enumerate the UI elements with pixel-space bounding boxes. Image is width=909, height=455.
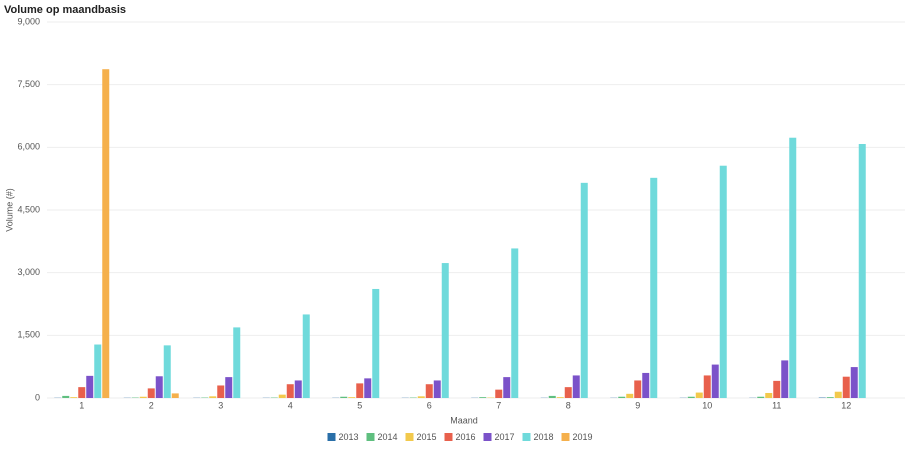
x-tick-label: 10 — [702, 400, 712, 410]
legend-label: 2015 — [417, 432, 437, 442]
bar — [650, 178, 657, 398]
x-tick-label: 12 — [841, 400, 851, 410]
bar — [773, 381, 780, 398]
bar — [225, 377, 232, 398]
bar — [148, 388, 155, 398]
bar — [581, 183, 588, 398]
bar — [642, 373, 649, 398]
bar — [835, 392, 842, 398]
legend-label: 2018 — [534, 432, 554, 442]
bar — [418, 396, 425, 398]
bar — [781, 360, 788, 398]
x-tick-label: 4 — [288, 400, 293, 410]
bar — [479, 397, 486, 398]
x-axis-label: Maand — [450, 415, 478, 425]
bar — [843, 377, 850, 398]
x-tick-label: 6 — [427, 400, 432, 410]
bar — [348, 397, 355, 398]
bar — [618, 397, 625, 398]
bar — [757, 397, 764, 398]
legend-swatch — [406, 433, 414, 441]
bar — [356, 383, 363, 398]
bar — [295, 380, 302, 398]
bar — [364, 378, 371, 398]
bar — [720, 166, 727, 398]
y-axis-label: Volume (#) — [4, 188, 14, 232]
bar — [851, 367, 858, 398]
legend-swatch — [523, 433, 531, 441]
y-tick-label: 6,000 — [17, 142, 40, 152]
bar — [94, 345, 101, 398]
bar — [86, 376, 93, 398]
y-tick-label: 3,000 — [17, 267, 40, 277]
legend-swatch — [367, 433, 375, 441]
bar — [503, 377, 510, 398]
bar — [156, 376, 163, 398]
bar — [372, 289, 379, 398]
bar — [78, 387, 85, 398]
bar — [573, 375, 580, 398]
x-tick-label: 3 — [218, 400, 223, 410]
bar — [696, 393, 703, 398]
x-tick-label: 9 — [635, 400, 640, 410]
bar — [217, 385, 224, 398]
x-tick-label: 5 — [357, 400, 362, 410]
bar — [634, 380, 641, 398]
bar — [287, 384, 294, 398]
bar — [62, 396, 69, 398]
chart-title: Volume op maandbasis — [4, 4, 126, 16]
x-tick-label: 1 — [79, 400, 84, 410]
bar — [70, 397, 77, 398]
legend-swatch — [445, 433, 453, 441]
bar — [688, 397, 695, 398]
y-tick-label: 0 — [35, 392, 40, 402]
bar — [279, 395, 286, 398]
x-tick-label: 7 — [496, 400, 501, 410]
legend-label: 2016 — [456, 432, 476, 442]
bar — [172, 393, 179, 398]
bar — [102, 69, 109, 398]
bar — [164, 345, 171, 398]
bar — [827, 397, 834, 398]
bar — [303, 314, 310, 398]
bar — [511, 248, 518, 398]
bar — [434, 380, 441, 398]
bar — [712, 365, 719, 398]
y-tick-label: 7,500 — [17, 79, 40, 89]
bar — [495, 390, 502, 398]
legend-label: 2019 — [573, 432, 593, 442]
bar — [442, 263, 449, 398]
bar — [859, 144, 866, 398]
y-tick-label: 1,500 — [17, 330, 40, 340]
x-tick-label: 8 — [566, 400, 571, 410]
bar — [557, 397, 564, 398]
bar — [233, 327, 240, 398]
legend-label: 2014 — [378, 432, 398, 442]
legend-label: 2013 — [339, 432, 359, 442]
bar — [426, 384, 433, 398]
bar — [565, 387, 572, 398]
bar — [626, 394, 633, 398]
y-tick-label: 9,000 — [17, 16, 40, 26]
bar — [765, 393, 772, 398]
bar — [209, 396, 216, 398]
legend-label: 2017 — [495, 432, 515, 442]
y-tick-label: 4,500 — [17, 204, 40, 214]
legend-swatch — [562, 433, 570, 441]
legend-swatch — [328, 433, 336, 441]
bar — [549, 396, 556, 398]
bar — [340, 397, 347, 398]
bar — [140, 397, 147, 398]
legend-swatch — [484, 433, 492, 441]
x-tick-label: 2 — [149, 400, 154, 410]
bar — [704, 375, 711, 398]
bar — [789, 138, 796, 398]
x-tick-label: 11 — [772, 400, 781, 410]
